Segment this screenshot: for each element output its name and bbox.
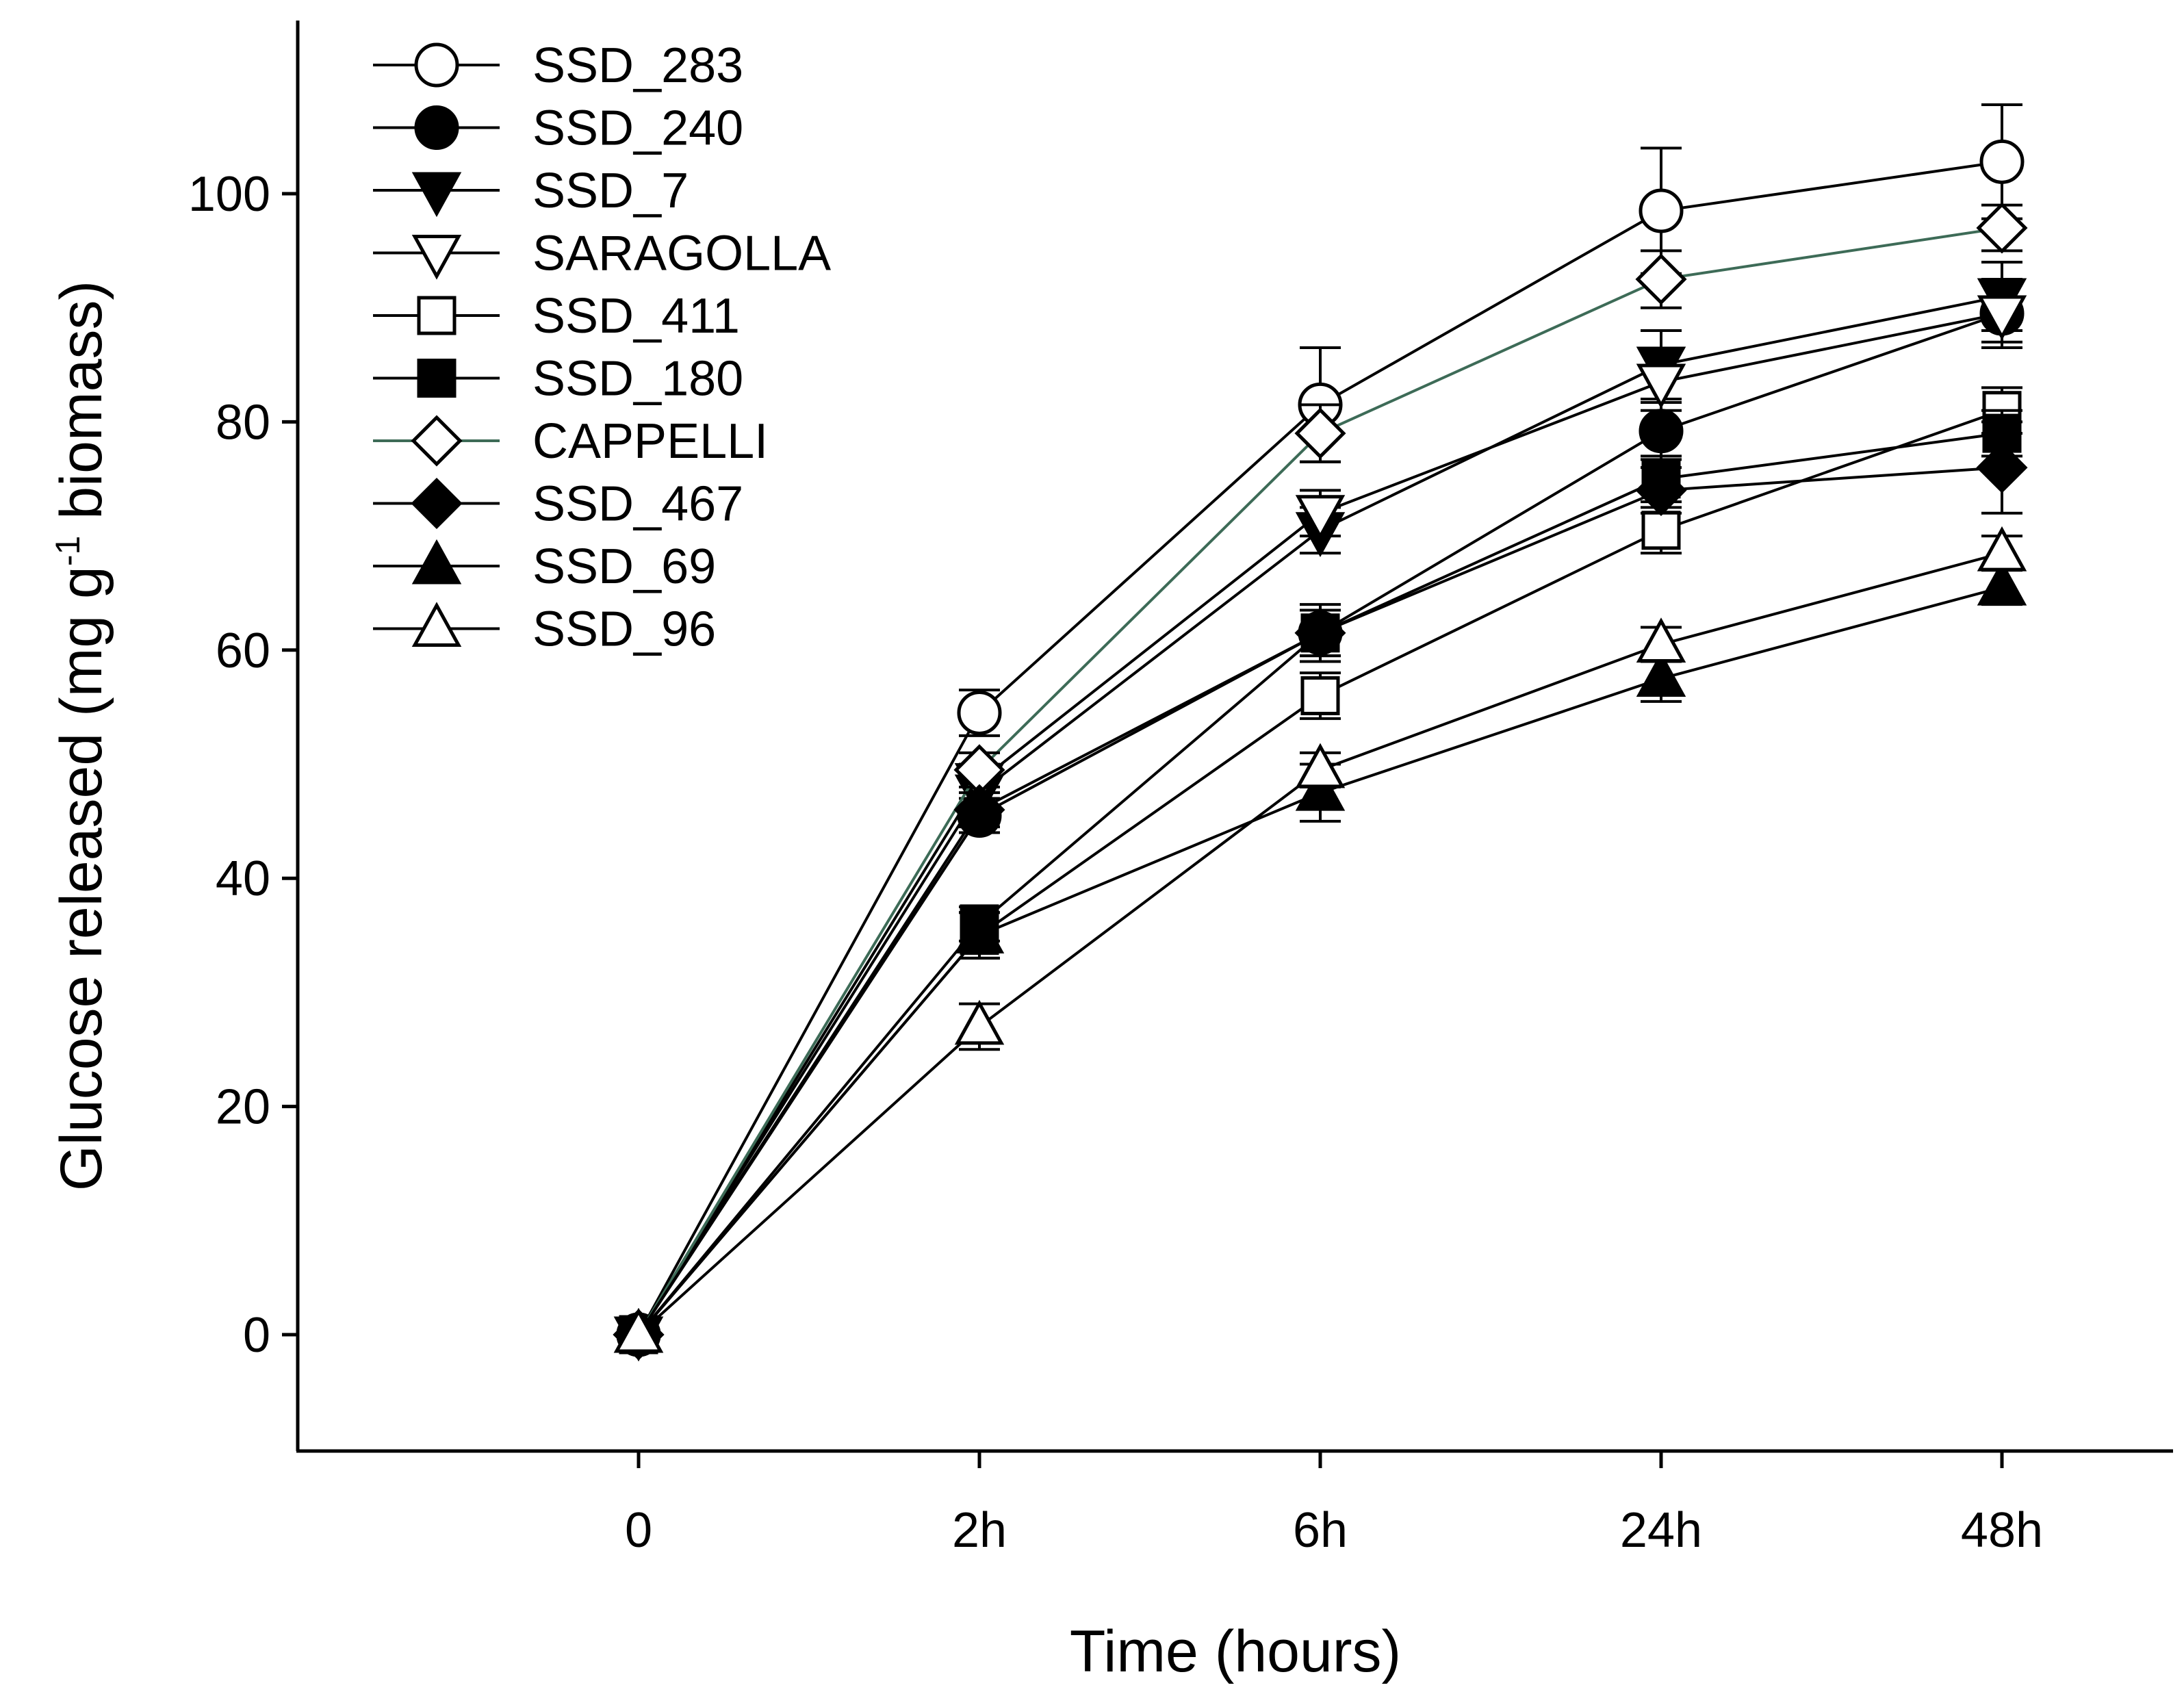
legend-label: SSD_467 [532, 477, 743, 532]
axes: 0 20 40 60 80 100 0 2h 6h 24h 48h [188, 21, 2173, 1558]
x-tick-label: 2h [952, 1503, 1007, 1558]
y-tick-group: 0 20 40 60 80 100 [188, 167, 298, 1363]
data-point [1295, 743, 1346, 788]
legend-entry-ssd-467: SSD_467 [373, 477, 743, 532]
legend-entry-ssd-240: SSD_240 [373, 101, 743, 156]
legend-label: SSD_96 [532, 602, 716, 657]
data-point [613, 1307, 664, 1353]
data-point [953, 784, 1005, 836]
legend-label: SSD_411 [532, 289, 740, 344]
x-tick-label: 6h [1293, 1503, 1348, 1558]
y-tick-label: 40 [216, 851, 270, 906]
data-point [1295, 765, 1346, 811]
series-ssd-467 [613, 420, 2028, 1361]
data-point [1976, 441, 2028, 493]
legend-marker [411, 477, 463, 530]
data-point [1977, 295, 2027, 341]
legend-entry-cappelli: CAPPELLI [373, 414, 768, 469]
legend-marker [414, 105, 459, 150]
legend-marker [411, 415, 463, 467]
data-point [1636, 363, 1686, 409]
legend-marker [417, 296, 457, 335]
x-axis-title: Time (hours) [1070, 1619, 1401, 1684]
data-point [1294, 407, 1346, 459]
data-point [1639, 188, 1684, 233]
data-point [1295, 495, 1346, 540]
data-point [1979, 139, 2025, 184]
data-point [1636, 617, 1686, 663]
y-tick-label: 20 [216, 1080, 270, 1135]
data-point [1635, 464, 1687, 516]
legend-entry-saragolla: SARAGOLLA [373, 227, 831, 281]
legend-entry-ssd-69: SSD_69 [373, 539, 716, 594]
legend-marker [411, 172, 462, 218]
legend-label: SARAGOLLA [532, 227, 831, 281]
series-ssd-283 [616, 103, 2025, 1357]
data-point [1294, 607, 1346, 659]
data-point [1977, 560, 2027, 606]
data-point [1300, 676, 1340, 715]
series-line [637, 312, 2003, 1336]
legend-entry-ssd-7: SSD_7 [373, 164, 689, 218]
data-point [1635, 253, 1687, 305]
legend-marker [411, 602, 462, 647]
data-point [1636, 652, 1686, 697]
series-layer [613, 103, 2028, 1362]
legend-label: SSD_240 [532, 101, 743, 156]
y-axis-title-prefix: Glucose released (mg g [49, 566, 114, 1191]
series-line [637, 432, 2003, 1336]
y-tick-label: 60 [216, 624, 270, 678]
legend-label: SSD_283 [532, 38, 743, 93]
legend-marker [411, 235, 462, 280]
legend-marker [414, 42, 459, 88]
data-point [1976, 202, 2028, 254]
data-point [1977, 526, 2027, 572]
data-point [954, 999, 1005, 1045]
series-line [637, 312, 2003, 1336]
legend-entry-ssd-180: SSD_180 [373, 352, 743, 407]
x-tick-group: 0 2h 6h 24h 48h [625, 1451, 2043, 1558]
legend-label: SSD_7 [532, 164, 689, 218]
legend-marker [411, 539, 462, 585]
legend-label: SSD_180 [532, 352, 743, 407]
legend-label: CAPPELLI [532, 414, 768, 469]
data-point [954, 908, 1005, 954]
y-axis-title-superscript: -1 [49, 536, 87, 566]
series-ssd-96 [613, 526, 2027, 1353]
x-tick-label: 48h [1961, 1503, 2043, 1558]
data-point [1641, 511, 1681, 550]
data-point [957, 690, 1002, 735]
series-line [637, 552, 2003, 1336]
y-tick-label: 0 [243, 1308, 270, 1363]
y-axis-title: Glucose released (mg g-1 biomass) [49, 281, 114, 1191]
legend-marker [417, 359, 457, 398]
series-line [637, 466, 2003, 1336]
legend: SSD_283 SSD_240 SSD_7 SARAGOLLA SSD_411 SSD_1… [373, 38, 831, 657]
x-tick-label: 0 [625, 1503, 652, 1558]
x-tick-label: 24h [1620, 1503, 1702, 1558]
legend-entry-ssd-283: SSD_283 [373, 38, 743, 93]
y-axis-title-suffix: biomass) [49, 281, 114, 536]
legend-entry-ssd-96: SSD_96 [373, 602, 716, 657]
y-tick-label: 80 [216, 395, 270, 450]
y-tick-label: 100 [188, 167, 270, 222]
data-point [1639, 409, 1684, 454]
legend-label: SSD_69 [532, 539, 716, 594]
legend-entry-ssd-411: SSD_411 [373, 289, 740, 344]
